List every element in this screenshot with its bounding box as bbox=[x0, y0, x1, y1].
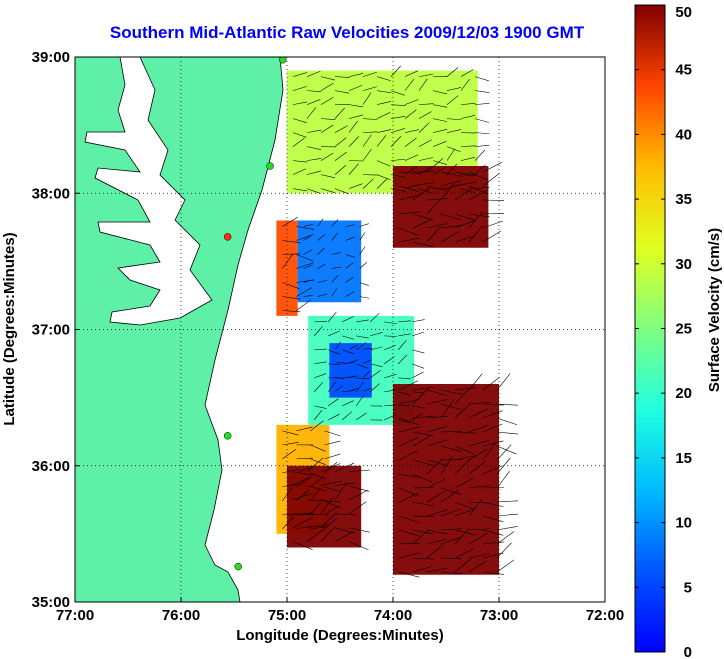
colorbar-tick-label: 5 bbox=[684, 579, 692, 596]
bay-water bbox=[84, 57, 213, 326]
colorbar-tick-label: 35 bbox=[675, 191, 692, 208]
y-tick-label: 39:00 bbox=[32, 49, 70, 66]
chart-title: Southern Mid-Atlantic Raw Velocities 200… bbox=[110, 23, 585, 42]
velocity-cell bbox=[297, 220, 362, 303]
x-tick-label: 72:00 bbox=[586, 607, 624, 624]
colorbar-ticks: 0 5 10 15 20 25 30 35 40 45 50 bbox=[635, 4, 692, 659]
velocity-cell bbox=[329, 343, 372, 398]
colorbar bbox=[634, 4, 666, 653]
colorbar-tick-label: 15 bbox=[675, 450, 692, 467]
colorbar-tick-label: 10 bbox=[675, 515, 692, 532]
velocity-cell bbox=[393, 166, 489, 248]
y-tick-label: 38:00 bbox=[32, 185, 70, 202]
x-axis: 77:00 76:00 75:00 74:00 73:00 72:00 bbox=[56, 597, 624, 624]
hf-site-marker bbox=[266, 162, 274, 170]
y-axis-label: Latitude (Degrees:Minutes) bbox=[1, 232, 18, 425]
x-tick-label: 76:00 bbox=[162, 607, 200, 624]
colorbar-tick-label: 40 bbox=[675, 126, 692, 143]
colorbar-tick-label: 25 bbox=[675, 321, 692, 338]
colorbar-tick-label: 0 bbox=[684, 644, 692, 659]
velocity-cell bbox=[276, 220, 298, 316]
grid-lines bbox=[75, 57, 605, 602]
x-tick-label: 77:00 bbox=[56, 607, 94, 624]
x-axis-label: Longitude (Degrees:Minutes) bbox=[236, 627, 444, 644]
colorbar-label: Surface Velocity (cm/s) bbox=[706, 228, 723, 392]
x-tick-label: 74:00 bbox=[374, 607, 412, 624]
y-axis: 35:00 36:00 37:00 38:00 39:00 bbox=[32, 49, 80, 611]
x-tick-label: 73:00 bbox=[480, 607, 518, 624]
x-tick-label: 75:00 bbox=[268, 607, 306, 624]
colorbar-tick-label: 20 bbox=[675, 385, 692, 402]
colorbar-tick-label: 45 bbox=[675, 62, 692, 79]
hf-site-marker bbox=[234, 562, 242, 571]
velocity-cell bbox=[393, 384, 499, 575]
hf-site-marker bbox=[223, 233, 232, 241]
y-tick-label: 37:00 bbox=[32, 322, 70, 339]
hf-site-marker bbox=[279, 57, 287, 64]
y-tick-label: 36:00 bbox=[32, 458, 70, 475]
hf-site-marker bbox=[223, 432, 232, 440]
velocity-arrows bbox=[282, 65, 518, 578]
colorbar-tick-label: 30 bbox=[675, 256, 692, 273]
y-tick-label: 35:00 bbox=[32, 594, 70, 611]
colorbar-tick-label: 50 bbox=[675, 4, 692, 21]
